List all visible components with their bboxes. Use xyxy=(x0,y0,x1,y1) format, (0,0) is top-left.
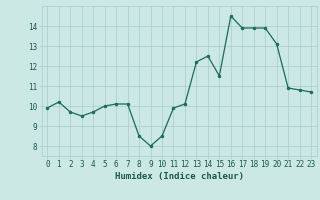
X-axis label: Humidex (Indice chaleur): Humidex (Indice chaleur) xyxy=(115,172,244,181)
